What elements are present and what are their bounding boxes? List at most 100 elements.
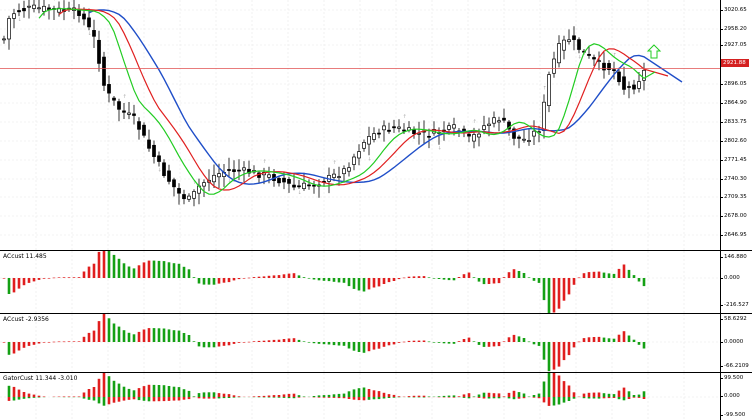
ac-bar: [22, 342, 26, 348]
ac-bar: [182, 333, 186, 342]
gator-upper-bar: [187, 390, 191, 397]
ac-bar: [402, 341, 406, 343]
ac-bar: [82, 271, 86, 278]
indicator-axis[interactable]: 58.6292 0.0000 -66.2109: [719, 314, 752, 372]
gator-histogram[interactable]: [0, 373, 720, 420]
indicator-axis[interactable]: 99.500 0.000 -99.500: [719, 373, 752, 420]
ac-bar: [27, 342, 31, 346]
gator-upper-bar: [122, 386, 126, 397]
gator-upper-bar: [102, 373, 106, 397]
ac-bar: [107, 318, 111, 342]
alligator-teeth-line: [58, 8, 669, 191]
gator-upper-bar: [337, 393, 341, 397]
ac-bar: [57, 277, 61, 278]
fractal-down-icon: ↓: [508, 137, 512, 143]
gator-upper-bar: [502, 396, 506, 397]
ac-bar: [432, 278, 436, 279]
pane-divider[interactable]: [0, 313, 752, 314]
ac-bar: [412, 340, 416, 342]
ac-bar: [137, 331, 141, 342]
candle-body: [172, 179, 176, 188]
gator-upper-bar: [327, 394, 331, 397]
gator-upper-bar: [267, 395, 271, 397]
ac-bar: [262, 340, 266, 342]
gator-lower-bar: [597, 397, 601, 399]
indicator-panel-2[interactable]: ACcust -2.9356 58.6292 0.0000 -66.2109: [0, 314, 752, 372]
ac-bar: [307, 342, 311, 343]
ac-bar: [12, 342, 16, 354]
ac-histogram-1[interactable]: [0, 251, 720, 313]
gator-upper-bar: [292, 393, 296, 397]
gator-upper-bar: [522, 393, 526, 397]
gator-lower-bar: [82, 397, 86, 399]
ac-bar: [642, 278, 646, 287]
ac-bar: [632, 275, 636, 278]
gator-lower-bar: [592, 397, 596, 399]
candle-body: [102, 56, 106, 86]
gator-lower-bar: [347, 397, 351, 399]
ac-bar: [127, 332, 131, 342]
candle-body: [347, 167, 351, 172]
ac-bar: [117, 326, 121, 342]
ac-bar: [157, 328, 161, 342]
gator-upper-bar: [517, 392, 521, 397]
ac-histogram-2[interactable]: [0, 314, 720, 372]
ac-bar: [462, 339, 466, 342]
gator-upper-bar: [332, 394, 336, 397]
candlestick-plot[interactable]: ↓ ↑ ↓ ↑ ↓ ↑ ↓ ↑ ↓ ↑ ↓ ↑ ↓ ↑ ↓ ↑ ↓ ↑: [0, 0, 720, 250]
ac-bar: [582, 338, 586, 342]
indicator-axis[interactable]: 146.880 0.000 -216.527: [720, 251, 752, 313]
ac-bar: [632, 339, 636, 342]
ac-bar: [487, 342, 491, 347]
price-axis[interactable]: 3020.65 2958.20 2927.05 2896.05 2864.90 …: [720, 0, 752, 250]
candle-body: [397, 126, 401, 129]
candle-body: [142, 124, 146, 136]
pane-divider[interactable]: [0, 250, 752, 251]
ac-bar: [142, 262, 146, 278]
ac-bar: [52, 341, 56, 343]
gator-upper-bar: [257, 396, 261, 397]
ac-bar: [147, 328, 151, 342]
gator-upper-bar: [622, 387, 626, 397]
gator-lower-bar: [602, 397, 606, 399]
ac-bar: [222, 342, 226, 346]
gator-lower-bar: [367, 397, 371, 400]
ac-bar: [457, 277, 461, 278]
ac-bar: [547, 342, 551, 372]
indicator-title: GatorCust 11.344 -3.010: [3, 375, 78, 382]
gator-lower-bar: [512, 397, 516, 400]
gator-lower-bar: [517, 397, 521, 399]
candle-body: [27, 5, 31, 8]
gator-upper-bar: [227, 394, 231, 397]
fractal-down-icon: ↓: [158, 168, 162, 174]
candle-body: [227, 169, 231, 171]
candle-body: [577, 39, 581, 50]
ac-bar: [382, 278, 386, 284]
ac-bar: [532, 342, 536, 345]
ac-bar: [642, 342, 646, 349]
ac-bar: [367, 278, 371, 290]
gator-upper-bar: [22, 392, 26, 397]
gator-upper-bar: [182, 389, 186, 397]
gator-lower-bar: [342, 397, 346, 399]
indicator-panel-1[interactable]: ACcust 11.485 146.880 0.000 -216.527: [0, 251, 752, 313]
ac-bar: [197, 278, 201, 284]
candle-body: [127, 112, 131, 115]
ac-bar: [552, 278, 556, 313]
candle-body: [187, 195, 191, 200]
fractal-up-icon: ↑: [473, 119, 477, 125]
gator-lower-bar: [317, 397, 321, 398]
gator-lower-bar: [157, 397, 161, 402]
ac-bar: [327, 342, 331, 345]
gator-upper-bar: [282, 394, 286, 397]
price-axis-label: 2833.75: [720, 119, 747, 125]
gator-upper-bar: [207, 392, 211, 397]
pane-divider[interactable]: [0, 372, 752, 373]
candle-body: [532, 130, 536, 137]
ac-bar: [472, 341, 476, 342]
gator-lower-bar: [637, 397, 641, 398]
main-price-chart[interactable]: ↓ ↑ ↓ ↑ ↓ ↑ ↓ ↑ ↓ ↑ ↓ ↑ ↓ ↑ ↓ ↑ ↓ ↑ 3020.65 2958.20 2927.…: [0, 0, 752, 250]
candle-body: [627, 86, 631, 88]
indicator-panel-3[interactable]: GatorCust 11.344 -3.010 99.500 0.000 -99…: [0, 373, 752, 420]
gator-upper-bar: [477, 394, 481, 397]
